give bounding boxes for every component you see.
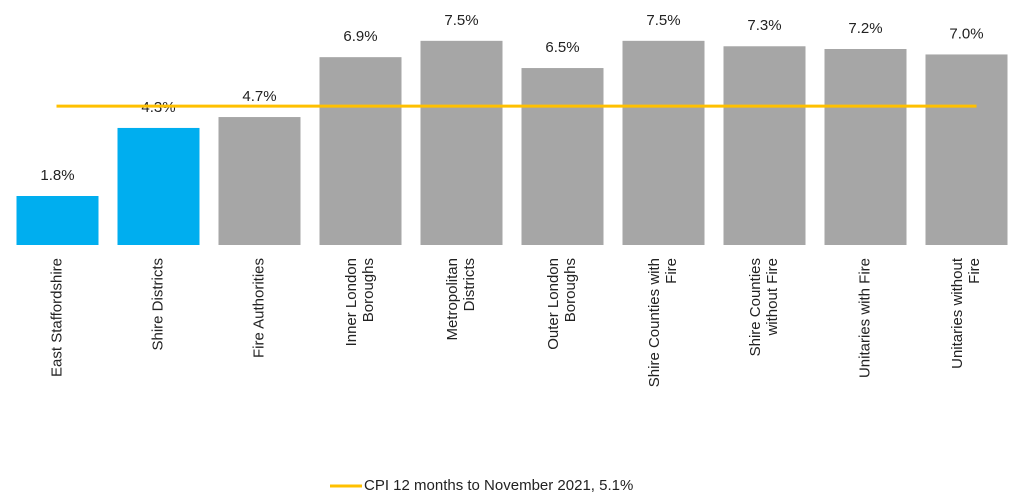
legend-label: CPI 12 months to November 2021, 5.1% [364, 477, 633, 494]
value-label: 7.5% [444, 12, 478, 29]
value-label: 7.5% [646, 12, 680, 29]
bar [925, 54, 1008, 245]
bar [622, 40, 705, 246]
value-label: 7.0% [949, 25, 983, 42]
x-tick-label: Fire Authorities [250, 258, 267, 358]
x-tick-label: Shire Counties withFire [646, 258, 680, 387]
bar [319, 57, 402, 245]
bar [117, 127, 200, 245]
x-tick-label: Shire Districts [149, 258, 166, 351]
bar [420, 40, 503, 246]
x-tick-label: Outer LondonBoroughs [545, 258, 579, 350]
bar [521, 68, 604, 245]
value-label: 4.7% [242, 88, 276, 105]
value-label: 6.5% [545, 39, 579, 56]
x-tick-label: MetropolitanDistricts [444, 258, 478, 341]
value-label: 7.2% [848, 20, 882, 37]
x-tick-label: Shire Countieswithout Fire [747, 258, 781, 356]
bar [218, 117, 301, 245]
value-label: 7.3% [747, 17, 781, 34]
x-tick-label: East Staffordshire [48, 258, 65, 377]
value-label: 6.9% [343, 28, 377, 45]
value-label: 1.8% [40, 167, 74, 184]
x-tick-label: Inner LondonBoroughs [343, 258, 377, 346]
x-tick-label: Unitaries withoutFire [949, 257, 983, 369]
bar [16, 196, 99, 245]
bar [723, 46, 806, 246]
bar [824, 49, 907, 245]
x-tick-label: Unitaries with Fire [856, 258, 873, 378]
